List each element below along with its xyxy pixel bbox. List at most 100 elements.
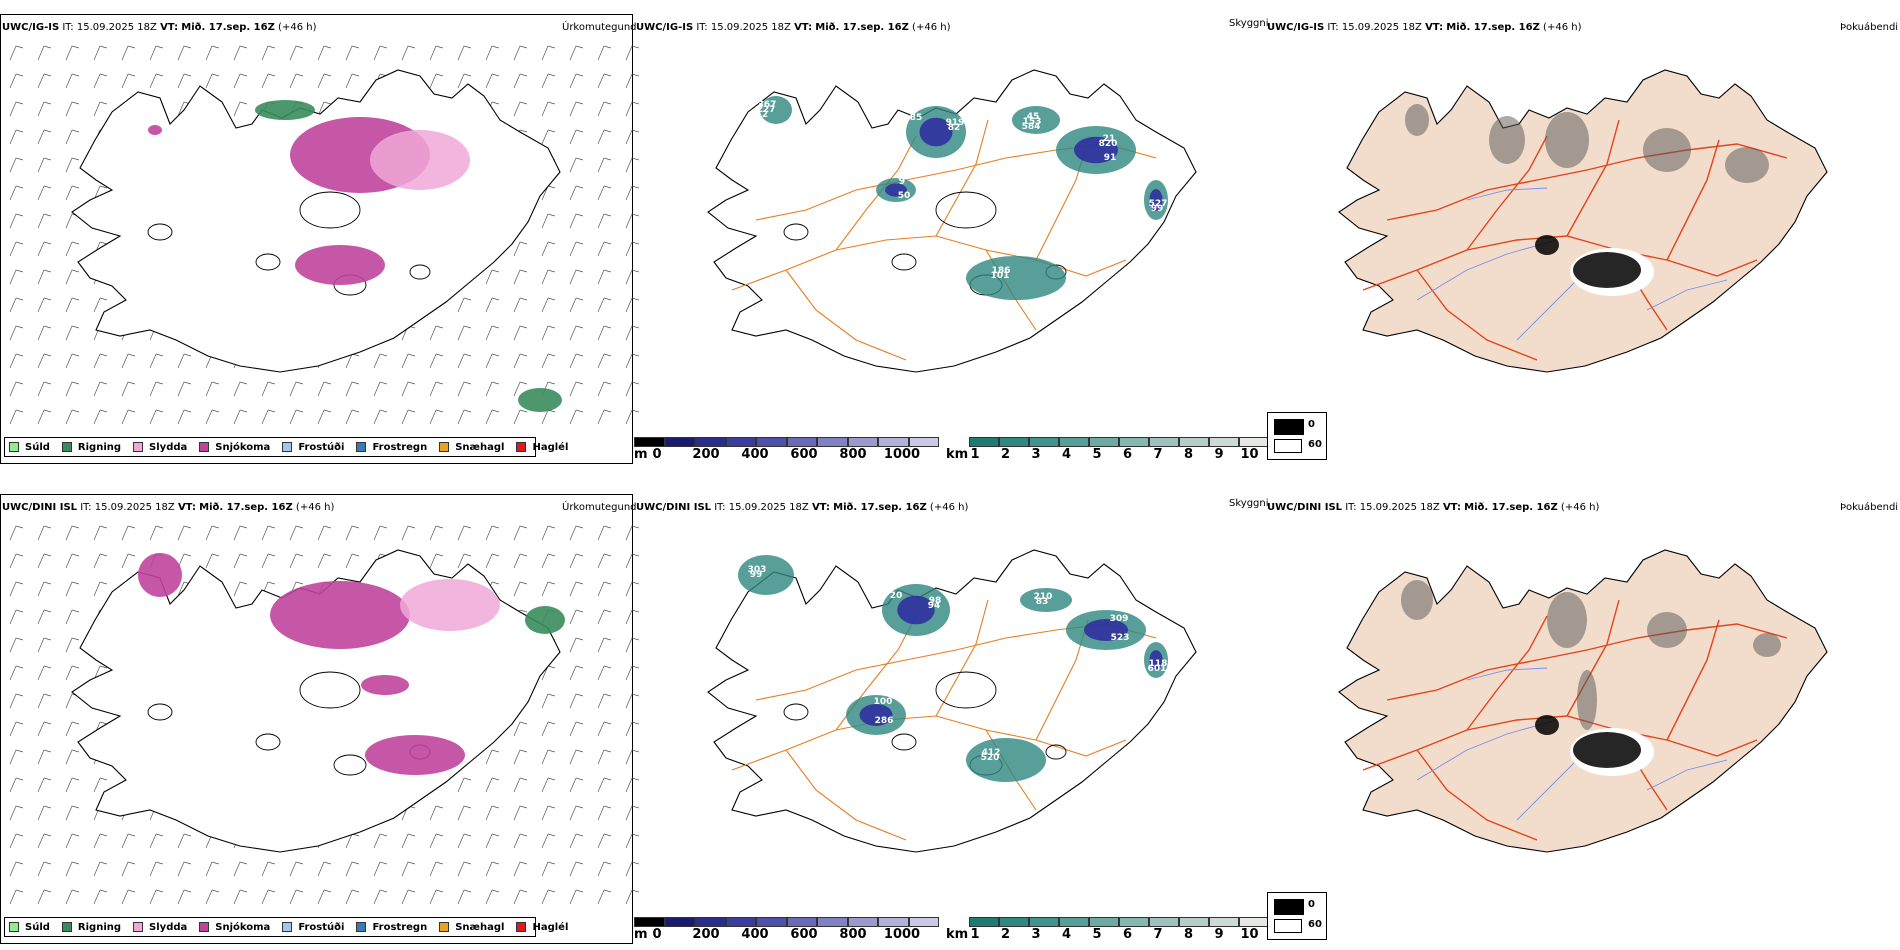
visibility-tick: 2: [1000, 927, 1011, 942]
visibility-tick: 4: [1061, 927, 1072, 942]
wind-barb: [37, 553, 45, 569]
legend-item: Súld: [9, 922, 50, 933]
wind-barb: [401, 833, 409, 849]
wind-barb: [65, 241, 73, 257]
wind-barb: [9, 637, 17, 653]
wind-barb-flag: [15, 353, 24, 357]
wind-barb-flag: [547, 45, 556, 49]
colorbar-segment: [847, 917, 878, 927]
wind-barb: [37, 241, 45, 257]
wind-barb: [93, 777, 101, 793]
wind-barb-flag: [323, 45, 332, 49]
colorbar-segment: [786, 437, 817, 447]
wind-barb: [429, 353, 437, 369]
wind-barb-flag: [435, 553, 444, 557]
wind-barb: [37, 129, 45, 145]
wind-barb: [261, 409, 269, 425]
wind-barb: [569, 693, 577, 709]
wind-barb-flag: [239, 45, 248, 49]
wind-barb-flag: [15, 749, 24, 753]
wind-barb: [177, 73, 185, 89]
wind-barb: [261, 889, 269, 905]
wind-barb: [37, 665, 45, 681]
wind-barb: [9, 833, 17, 849]
wind-barb: [149, 409, 157, 425]
wind-barb: [37, 833, 45, 849]
cloud-base-label: 45: [1027, 112, 1040, 122]
wind-barb-flag: [547, 861, 556, 865]
wind-barb-flag: [575, 581, 584, 585]
wind-barb-flag: [211, 861, 220, 865]
wind-barb: [513, 749, 521, 765]
wind-barb-flag: [43, 525, 52, 529]
wind-barb-flag: [435, 325, 444, 329]
wind-barb-flag: [603, 553, 612, 557]
visibility-tick: 9: [1214, 447, 1224, 462]
wind-barb: [317, 525, 325, 541]
glacier-outline: [299, 191, 361, 229]
wind-barb: [149, 381, 157, 397]
wind-barb-flag: [435, 889, 444, 893]
wind-barb-flag: [155, 525, 164, 529]
wind-barb: [401, 861, 409, 877]
wind-barb-flag: [43, 749, 52, 753]
legend-swatch: [199, 442, 210, 452]
wind-barb-flag: [491, 409, 500, 413]
wind-barb: [597, 777, 605, 793]
wind-barb-flag: [183, 525, 192, 529]
road-line: [1666, 139, 1720, 261]
wind-barb: [37, 157, 45, 173]
wind-barb-flag: [519, 409, 528, 413]
wind-barb-flag: [99, 381, 108, 385]
wind-barb-flag: [547, 553, 556, 557]
wind-barb: [457, 833, 465, 849]
wind-barb: [205, 525, 213, 541]
cloud-base-label: 820: [1099, 139, 1118, 149]
cloudbase-tick: 400: [741, 927, 769, 942]
wind-barb: [625, 693, 633, 709]
wind-barb-flag: [435, 353, 444, 357]
wind-barb: [485, 269, 493, 285]
wind-barb-flag: [71, 665, 80, 669]
wind-barb-flag: [575, 73, 584, 77]
legend-item: Snæhagl: [439, 922, 504, 933]
wind-barb: [345, 553, 353, 569]
wind-barb: [121, 525, 129, 541]
wind-barb: [121, 861, 129, 877]
wind-barb: [513, 45, 521, 61]
road-line: [1566, 599, 1620, 717]
wind-barb-flag: [183, 861, 192, 865]
wind-barb: [597, 269, 605, 285]
wind-barb-flag: [603, 353, 612, 357]
colorbar-segment: [1239, 917, 1269, 927]
wind-barb: [541, 693, 549, 709]
wind-barb: [317, 45, 325, 61]
wind-barb: [513, 553, 521, 569]
visibility-tick: 2: [1000, 447, 1011, 462]
wind-barb-flag: [127, 353, 136, 357]
wind-barb-flag: [43, 297, 52, 301]
wind-barb: [429, 861, 437, 877]
wind-barb: [541, 101, 549, 117]
wind-barb: [317, 73, 325, 89]
wind-barb: [401, 409, 409, 425]
visibility-tick: 10: [1240, 927, 1259, 942]
wind-barb: [261, 525, 269, 541]
wind-barb: [625, 213, 633, 229]
legend-swatch: [282, 442, 293, 452]
wind-barb: [233, 45, 241, 61]
wind-barb-flag: [519, 129, 528, 133]
colorbar-segment: [1029, 437, 1059, 447]
rain-area: [518, 388, 562, 412]
wind-barb: [9, 861, 17, 877]
wind-barb-flag: [99, 777, 108, 781]
low-visibility-area: [760, 96, 792, 124]
colorbar-segment: [1149, 917, 1179, 927]
wind-barb-flag: [547, 721, 556, 725]
wind-barb: [457, 525, 465, 541]
wind-barb-flag: [603, 637, 612, 641]
wind-barb: [429, 381, 437, 397]
wind-barb: [65, 185, 73, 201]
wind-barb-flag: [547, 101, 556, 105]
wind-barb: [261, 73, 269, 89]
